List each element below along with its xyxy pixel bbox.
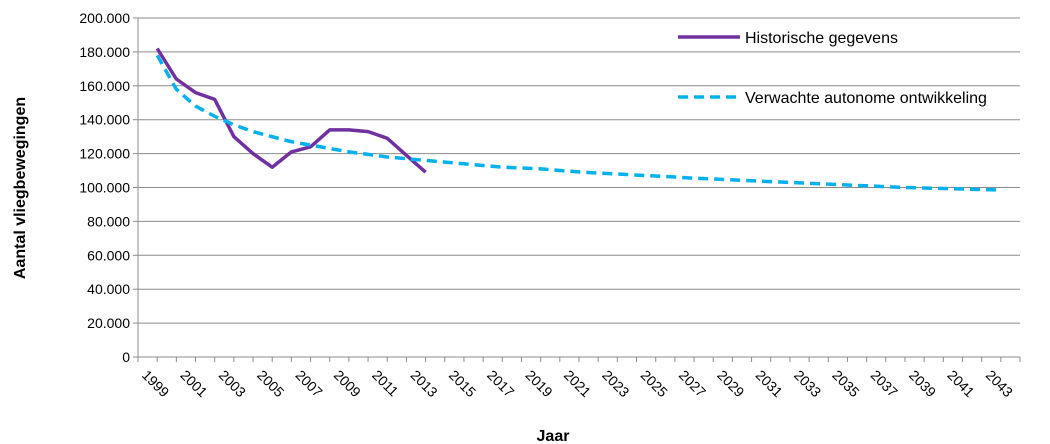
x-tick-label: 2011: [369, 367, 402, 400]
gridlines: [133, 17, 1020, 358]
x-tick-label: 2009: [331, 367, 364, 400]
x-tick-label: 2041: [944, 367, 977, 400]
axes: [137, 18, 1021, 362]
x-tick-label: 2015: [446, 367, 479, 400]
x-tick-label: 1999: [139, 367, 172, 400]
x-axis-title: Jaar: [537, 428, 570, 444]
y-tick-label: 160.000: [79, 78, 130, 94]
x-tick-label: 2007: [292, 367, 325, 400]
x-tick-label: 2043: [983, 367, 1016, 400]
x-tick-label: 2037: [868, 367, 901, 400]
x-tick-label: 2029: [714, 367, 747, 400]
x-tick-label: 2023: [599, 367, 632, 400]
y-tick-label: 100.000: [79, 180, 130, 196]
legend-label-historische-gegevens: Historische gegevens: [745, 30, 898, 47]
y-tick-label: 40.000: [87, 281, 130, 297]
x-tick-label: 2033: [791, 367, 824, 400]
y-tick-label: 200.000: [79, 10, 130, 26]
x-tick-label: 2035: [829, 367, 862, 400]
x-tick-label: 2003: [216, 367, 249, 400]
y-tick-label: 180.000: [79, 44, 130, 60]
x-tick-label: 2021: [561, 367, 594, 400]
x-tick-label: 2025: [638, 367, 671, 400]
x-tick-label: 2001: [177, 367, 210, 400]
series-lines: [155, 47, 1001, 192]
x-tick-labels: 1999 2001 2003 2005 2007 2009 2011 2013 2015 2017…: [139, 367, 1016, 400]
x-tick-label: 2031: [753, 367, 786, 400]
series-line-verwachte-autonome-ontwikkeling: [155, 54, 1001, 192]
y-tick-label: 120.000: [79, 146, 130, 162]
x-tick-label: 2017: [484, 367, 517, 400]
x-tick-label: 2027: [676, 367, 709, 400]
y-tick-label: 20.000: [87, 315, 130, 331]
y-tick-label: 140.000: [79, 112, 130, 128]
legend: Historische gegevens Verwachte autonome …: [678, 30, 987, 107]
x-tick-label: 2039: [906, 367, 939, 400]
legend-label-verwachte-autonome-ontwikkeling: Verwachte autonome ontwikkeling: [745, 90, 987, 107]
y-tick-label: 60.000: [87, 247, 130, 263]
y-axis-title: Aantal vliegbewegingen: [12, 97, 29, 279]
y-tick-label: 0: [122, 349, 130, 365]
x-tick-label: 2005: [254, 367, 287, 400]
y-tick-label: 80.000: [87, 213, 130, 229]
y-tick-labels: 0 20.000 40.000 60.000 80.000 100.000 120.000 1…: [79, 10, 130, 365]
x-tick-label: 2013: [407, 367, 440, 400]
x-tick-label: 2019: [523, 367, 556, 400]
